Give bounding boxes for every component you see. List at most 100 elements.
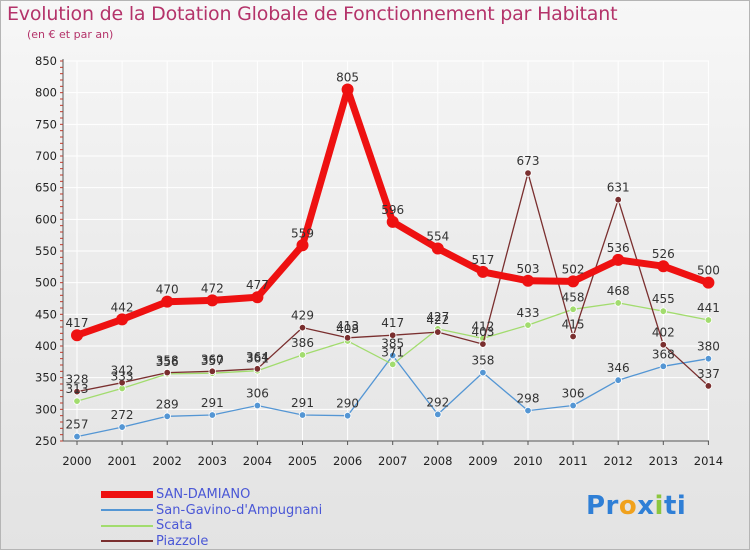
- y-tick-label: 700: [35, 149, 57, 163]
- data-point: [161, 295, 174, 308]
- data-point: [479, 368, 487, 377]
- y-tick-label: 250: [35, 434, 57, 448]
- data-label: 472: [201, 281, 224, 295]
- data-label: 417: [381, 316, 404, 330]
- data-point: [73, 397, 81, 405]
- data-point: [343, 411, 352, 420]
- data-label: 427: [426, 310, 449, 324]
- legend-label: Piazzole: [156, 533, 209, 549]
- data-point: [389, 331, 397, 339]
- x-tick-label: 2000: [62, 454, 91, 468]
- data-label: 380: [697, 340, 720, 354]
- data-label: 596: [381, 203, 404, 217]
- y-tick-label: 500: [35, 276, 57, 290]
- logo-part-x: x: [637, 491, 655, 521]
- data-label: 358: [471, 354, 494, 368]
- x-tick-label: 2005: [288, 454, 317, 468]
- data-label: 272: [111, 408, 134, 422]
- x-tick-label: 2008: [423, 454, 452, 468]
- data-label: 313: [66, 382, 89, 396]
- data-label: 306: [246, 387, 269, 401]
- data-label: 526: [652, 247, 675, 261]
- data-point: [704, 316, 713, 324]
- data-label: 371: [381, 345, 404, 359]
- data-label: 257: [66, 418, 89, 432]
- data-point: [298, 323, 307, 332]
- data-label: 673: [517, 154, 540, 168]
- data-point: [614, 195, 622, 204]
- data-label: 502: [562, 262, 585, 276]
- data-label: 455: [652, 292, 675, 306]
- data-point: [569, 401, 577, 410]
- data-point: [163, 412, 171, 420]
- y-tick-label: 400: [35, 339, 57, 353]
- legend-swatch: [101, 491, 153, 498]
- proxiti-logo: Proxiti: [586, 491, 686, 521]
- data-label: 441: [697, 301, 720, 315]
- data-point: [118, 379, 126, 387]
- data-point: [657, 260, 670, 273]
- data-point: [206, 294, 219, 307]
- y-tick-label: 650: [35, 181, 57, 195]
- data-point: [524, 169, 532, 177]
- data-label: 403: [471, 325, 494, 339]
- data-label: 358: [156, 354, 179, 368]
- data-label: 386: [291, 336, 314, 350]
- data-label: 458: [562, 290, 585, 304]
- data-label: 292: [426, 395, 449, 409]
- data-label: 360: [201, 352, 224, 366]
- x-tick-label: 2006: [333, 454, 362, 468]
- data-label: 470: [156, 283, 179, 297]
- legend-swatch: [101, 509, 153, 511]
- data-label: 500: [697, 264, 720, 278]
- y-tick-label: 450: [35, 307, 57, 321]
- data-label: 289: [156, 397, 179, 411]
- data-point: [386, 215, 399, 228]
- y-tick-label: 750: [35, 117, 57, 131]
- y-tick-label: 350: [35, 371, 57, 385]
- x-tick-label: 2014: [694, 454, 723, 468]
- y-tick-label: 300: [35, 402, 57, 416]
- data-point: [479, 340, 487, 348]
- x-tick-label: 2012: [604, 454, 633, 468]
- legend-swatch: [101, 540, 153, 542]
- data-label: 346: [607, 361, 630, 375]
- data-label: 433: [517, 306, 540, 320]
- data-point: [704, 382, 713, 390]
- data-point: [253, 401, 262, 410]
- data-label: 306: [562, 387, 585, 401]
- data-point: [614, 376, 622, 384]
- data-label: 477: [246, 278, 269, 292]
- data-point: [389, 351, 397, 360]
- data-label: 298: [517, 392, 540, 406]
- data-point: [73, 387, 81, 396]
- data-point: [208, 367, 216, 376]
- data-label: 517: [471, 253, 494, 267]
- data-label: 468: [607, 284, 630, 298]
- data-label: 357: [201, 354, 224, 368]
- data-point: [343, 334, 352, 342]
- logo-part-pr: Pr: [586, 491, 619, 521]
- data-label: 333: [111, 369, 134, 383]
- data-point: [208, 411, 216, 419]
- data-point: [298, 351, 307, 359]
- data-point: [434, 410, 442, 419]
- data-point: [524, 321, 532, 329]
- data-label: 364: [246, 350, 269, 364]
- data-point: [163, 368, 171, 377]
- x-tick-label: 2002: [153, 454, 182, 468]
- y-tick-label: 800: [35, 86, 57, 100]
- data-point: [71, 329, 83, 342]
- data-label: 559: [291, 226, 314, 240]
- data-point: [298, 411, 307, 419]
- data-label: 337: [697, 367, 720, 381]
- data-label: 408: [336, 322, 359, 336]
- x-tick-label: 2003: [198, 454, 227, 468]
- x-tick-label: 2010: [513, 454, 542, 468]
- data-point: [569, 305, 577, 313]
- data-label: 291: [291, 396, 314, 410]
- x-tick-label: 2009: [468, 454, 497, 468]
- data-point: [522, 274, 534, 287]
- legend-swatch: [101, 524, 153, 527]
